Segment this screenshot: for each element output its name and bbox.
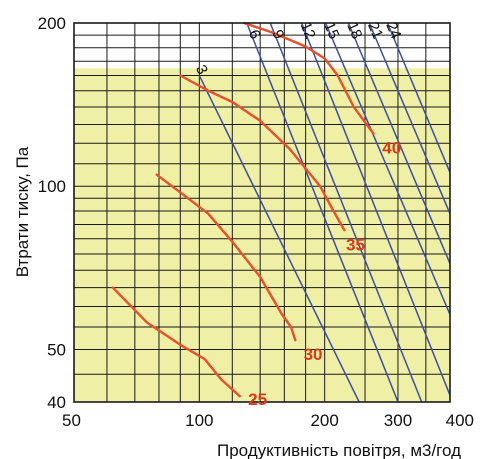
- diagonal-label-24: 24: [382, 20, 404, 42]
- diagonal-label-12: 12: [297, 20, 319, 42]
- curve-label-25: 25: [248, 390, 267, 409]
- y-tick-label: 50: [47, 340, 66, 359]
- diagonal-label-18: 18: [343, 20, 365, 42]
- y-tick-label: 40: [47, 393, 66, 412]
- y-tick-label: 100: [38, 177, 66, 196]
- plot-frame: [73, 22, 451, 403]
- plot-area: [73, 21, 451, 403]
- x-tick-label: 200: [310, 411, 338, 430]
- y-tick-labels: 40 50 100 200: [38, 14, 66, 412]
- shaded-region: [74, 68, 450, 402]
- x-axis-label: Продуктивність повітря, м3/год: [217, 441, 461, 459]
- diagonal-line-9: [269, 23, 423, 402]
- curve-labels: 25 30 35 40: [248, 138, 401, 409]
- curve-label-35: 35: [346, 236, 365, 255]
- diagonal-line-15: [324, 23, 450, 315]
- curve-25: [111, 286, 241, 398]
- x-tick-label: 300: [384, 411, 412, 430]
- curve-35: [179, 74, 346, 232]
- diagonal-lines: [198, 23, 450, 402]
- diagonal-line-24: [386, 23, 450, 173]
- diagonal-line-6: [246, 23, 399, 402]
- diagonal-line-12: [300, 23, 450, 398]
- x-tick-label: 100: [185, 411, 213, 430]
- diagonal-line-18: [347, 23, 450, 264]
- diagonal-label-6: 6: [245, 27, 264, 41]
- curve-40: [242, 21, 375, 135]
- x-tick-label: 400: [446, 411, 474, 430]
- curve-label-30: 30: [304, 345, 323, 364]
- diagonal-label-15: 15: [320, 20, 342, 42]
- y-tick-label: 200: [38, 14, 66, 33]
- y-axis-label: Втрати тиску, Па: [13, 146, 32, 277]
- diagonal-line-21: [368, 23, 450, 214]
- diagonal-line-3: [198, 75, 360, 402]
- diagonal-label-21: 21: [364, 20, 386, 42]
- x-tick-label: 50: [62, 411, 81, 430]
- curves: [111, 21, 375, 398]
- x-tick-labels: 50 100 200 300 400: [62, 411, 474, 430]
- curve-30: [155, 173, 297, 342]
- curve-label-40: 40: [382, 138, 401, 157]
